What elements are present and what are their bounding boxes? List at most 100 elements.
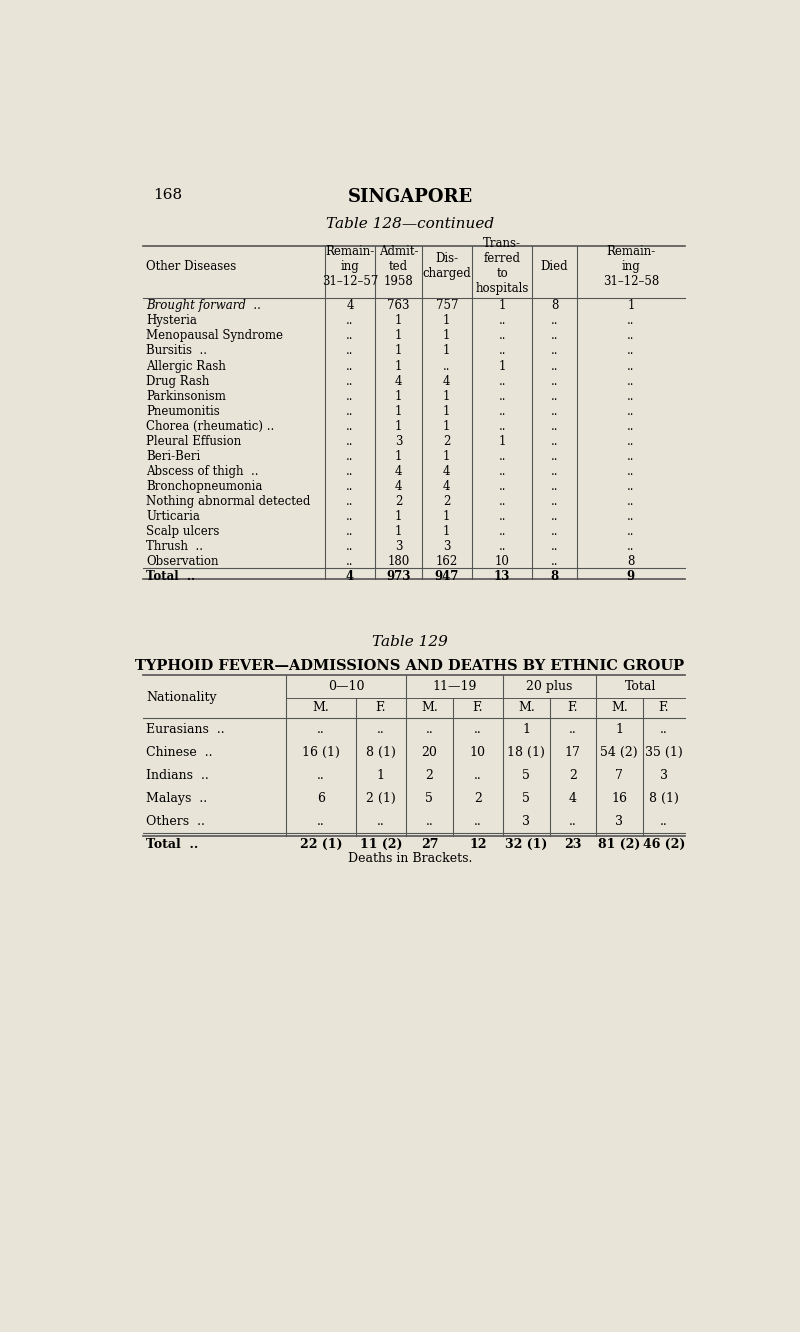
Text: 54 (2): 54 (2) — [601, 746, 638, 759]
Text: 1: 1 — [498, 434, 506, 448]
Text: Indians  ..: Indians .. — [146, 769, 210, 782]
Text: 1: 1 — [394, 329, 402, 342]
Text: 1: 1 — [394, 450, 402, 462]
Text: 162: 162 — [436, 554, 458, 567]
Text: 35 (1): 35 (1) — [645, 746, 682, 759]
Text: ..: .. — [550, 434, 558, 448]
Text: Other Diseases: Other Diseases — [146, 260, 237, 273]
Text: ..: .. — [550, 405, 558, 417]
Text: ..: .. — [498, 494, 506, 507]
Text: ..: .. — [346, 554, 354, 567]
Text: 947: 947 — [434, 570, 459, 582]
Text: 22 (1): 22 (1) — [300, 838, 342, 851]
Text: ..: .. — [627, 389, 634, 402]
Text: 8: 8 — [551, 300, 558, 313]
Text: Allergic Rash: Allergic Rash — [146, 360, 226, 373]
Text: TYPHOID FEVER—ADMISSIONS AND DEATHS BY ETHNIC GROUP: TYPHOID FEVER—ADMISSIONS AND DEATHS BY E… — [135, 659, 685, 674]
Text: ..: .. — [498, 510, 506, 522]
Text: ..: .. — [550, 374, 558, 388]
Text: 1: 1 — [443, 389, 450, 402]
Text: Observation: Observation — [146, 554, 219, 567]
Text: ..: .. — [498, 314, 506, 328]
Text: Thrush  ..: Thrush .. — [146, 539, 203, 553]
Text: ..: .. — [498, 405, 506, 417]
Text: ..: .. — [346, 389, 354, 402]
Text: 9: 9 — [627, 570, 635, 582]
Text: ..: .. — [426, 815, 434, 829]
Text: M.: M. — [611, 702, 628, 714]
Text: 4: 4 — [443, 480, 450, 493]
Text: ..: .. — [627, 494, 634, 507]
Text: ..: .. — [550, 329, 558, 342]
Text: ..: .. — [474, 723, 482, 737]
Text: 12: 12 — [469, 838, 486, 851]
Text: ..: .. — [550, 450, 558, 462]
Text: ..: .. — [498, 345, 506, 357]
Text: ..: .. — [346, 450, 354, 462]
Text: Chorea (rheumatic) ..: Chorea (rheumatic) .. — [146, 420, 274, 433]
Text: ..: .. — [550, 345, 558, 357]
Text: 7: 7 — [615, 769, 623, 782]
Text: 2: 2 — [443, 434, 450, 448]
Text: 1: 1 — [394, 405, 402, 417]
Text: 3: 3 — [615, 815, 623, 829]
Text: 180: 180 — [387, 554, 410, 567]
Text: 8: 8 — [627, 554, 634, 567]
Text: 4: 4 — [346, 570, 354, 582]
Text: 2: 2 — [474, 793, 482, 806]
Text: ..: .. — [627, 329, 634, 342]
Text: 3: 3 — [522, 815, 530, 829]
Text: ..: .. — [317, 815, 325, 829]
Text: 4: 4 — [346, 300, 354, 313]
Text: 4: 4 — [394, 374, 402, 388]
Text: Brought forward  ..: Brought forward .. — [146, 300, 262, 313]
Text: 5: 5 — [522, 769, 530, 782]
Text: 3: 3 — [394, 434, 402, 448]
Text: Table 129: Table 129 — [372, 635, 448, 649]
Text: ..: .. — [498, 525, 506, 538]
Text: F.: F. — [473, 702, 483, 714]
Text: 8 (1): 8 (1) — [649, 793, 678, 806]
Text: 2: 2 — [426, 769, 434, 782]
Text: Table 128—continued: Table 128—continued — [326, 217, 494, 230]
Text: ..: .. — [660, 723, 668, 737]
Text: 1: 1 — [627, 300, 634, 313]
Text: ..: .. — [346, 345, 354, 357]
Text: M.: M. — [421, 702, 438, 714]
Text: 1: 1 — [443, 420, 450, 433]
Text: 1: 1 — [498, 300, 506, 313]
Text: ..: .. — [550, 314, 558, 328]
Text: ..: .. — [550, 494, 558, 507]
Text: 2: 2 — [443, 494, 450, 507]
Text: Total  ..: Total .. — [146, 570, 196, 582]
Text: Nationality: Nationality — [146, 691, 217, 705]
Text: ..: .. — [346, 480, 354, 493]
Text: 3: 3 — [443, 539, 450, 553]
Text: 1: 1 — [394, 345, 402, 357]
Text: Total  ..: Total .. — [146, 838, 198, 851]
Text: ..: .. — [474, 769, 482, 782]
Text: 46 (2): 46 (2) — [642, 838, 685, 851]
Text: 20 plus: 20 plus — [526, 679, 573, 693]
Text: ..: .. — [627, 450, 634, 462]
Text: ..: .. — [627, 539, 634, 553]
Text: 0—10: 0—10 — [328, 679, 364, 693]
Text: ..: .. — [346, 525, 354, 538]
Text: 5: 5 — [426, 793, 434, 806]
Text: ..: .. — [627, 374, 634, 388]
Text: Pleural Effusion: Pleural Effusion — [146, 434, 242, 448]
Text: F.: F. — [567, 702, 578, 714]
Text: ..: .. — [474, 815, 482, 829]
Text: 4: 4 — [394, 480, 402, 493]
Text: ..: .. — [346, 374, 354, 388]
Text: ..: .. — [627, 480, 634, 493]
Text: Remain-
ing
31–12–58: Remain- ing 31–12–58 — [602, 245, 659, 288]
Text: 17: 17 — [565, 746, 581, 759]
Text: Hysteria: Hysteria — [146, 314, 198, 328]
Text: 1: 1 — [498, 360, 506, 373]
Text: ..: .. — [550, 554, 558, 567]
Text: 4: 4 — [443, 465, 450, 478]
Text: Dis-
charged: Dis- charged — [422, 252, 471, 280]
Text: ..: .. — [550, 360, 558, 373]
Text: 6: 6 — [317, 793, 325, 806]
